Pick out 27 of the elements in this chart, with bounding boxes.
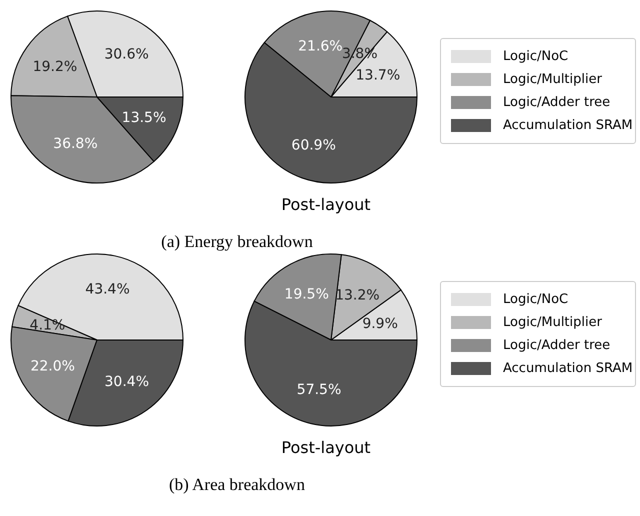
legend-label: Logic/Multiplier bbox=[503, 72, 602, 87]
data-label: 22.0% bbox=[30, 358, 75, 374]
data-label: 43.4% bbox=[85, 281, 130, 298]
data-label: 13.5% bbox=[122, 110, 166, 126]
data-label: 13.7% bbox=[356, 67, 400, 84]
data-label: 4.1% bbox=[30, 318, 66, 334]
data-label: 19.5% bbox=[284, 286, 329, 302]
text: (b) Area breakdown bbox=[168, 475, 306, 495]
data-label: 57.5% bbox=[296, 382, 342, 398]
slice-label: Post-layout bbox=[280, 438, 372, 457]
legend-label: Accumulation SRAM bbox=[503, 361, 633, 376]
data-label: 19.2% bbox=[32, 59, 78, 76]
legend-label: Logic/Multiplier bbox=[503, 315, 602, 330]
data-label: 36.8% bbox=[53, 136, 98, 152]
data-label: 60.9% bbox=[291, 138, 336, 154]
data-label: 9.9% bbox=[362, 316, 398, 332]
slice-label: Post-layout bbox=[280, 195, 372, 214]
legend-label: Logic/Adder tree bbox=[503, 338, 610, 353]
legend-label: Accumulation SRAM bbox=[503, 118, 633, 133]
legend-label: Logic/Adder tree bbox=[503, 95, 610, 110]
data-label: 30.4% bbox=[104, 374, 150, 390]
data-label: 30.6% bbox=[104, 46, 149, 63]
text: (a) Energy breakdown bbox=[160, 232, 314, 252]
data-label: 21.6% bbox=[298, 38, 343, 55]
data-label: 13.2% bbox=[335, 288, 380, 304]
legend-label: Logic/NoC bbox=[503, 49, 568, 64]
legend-label: Logic/NoC bbox=[503, 292, 568, 307]
